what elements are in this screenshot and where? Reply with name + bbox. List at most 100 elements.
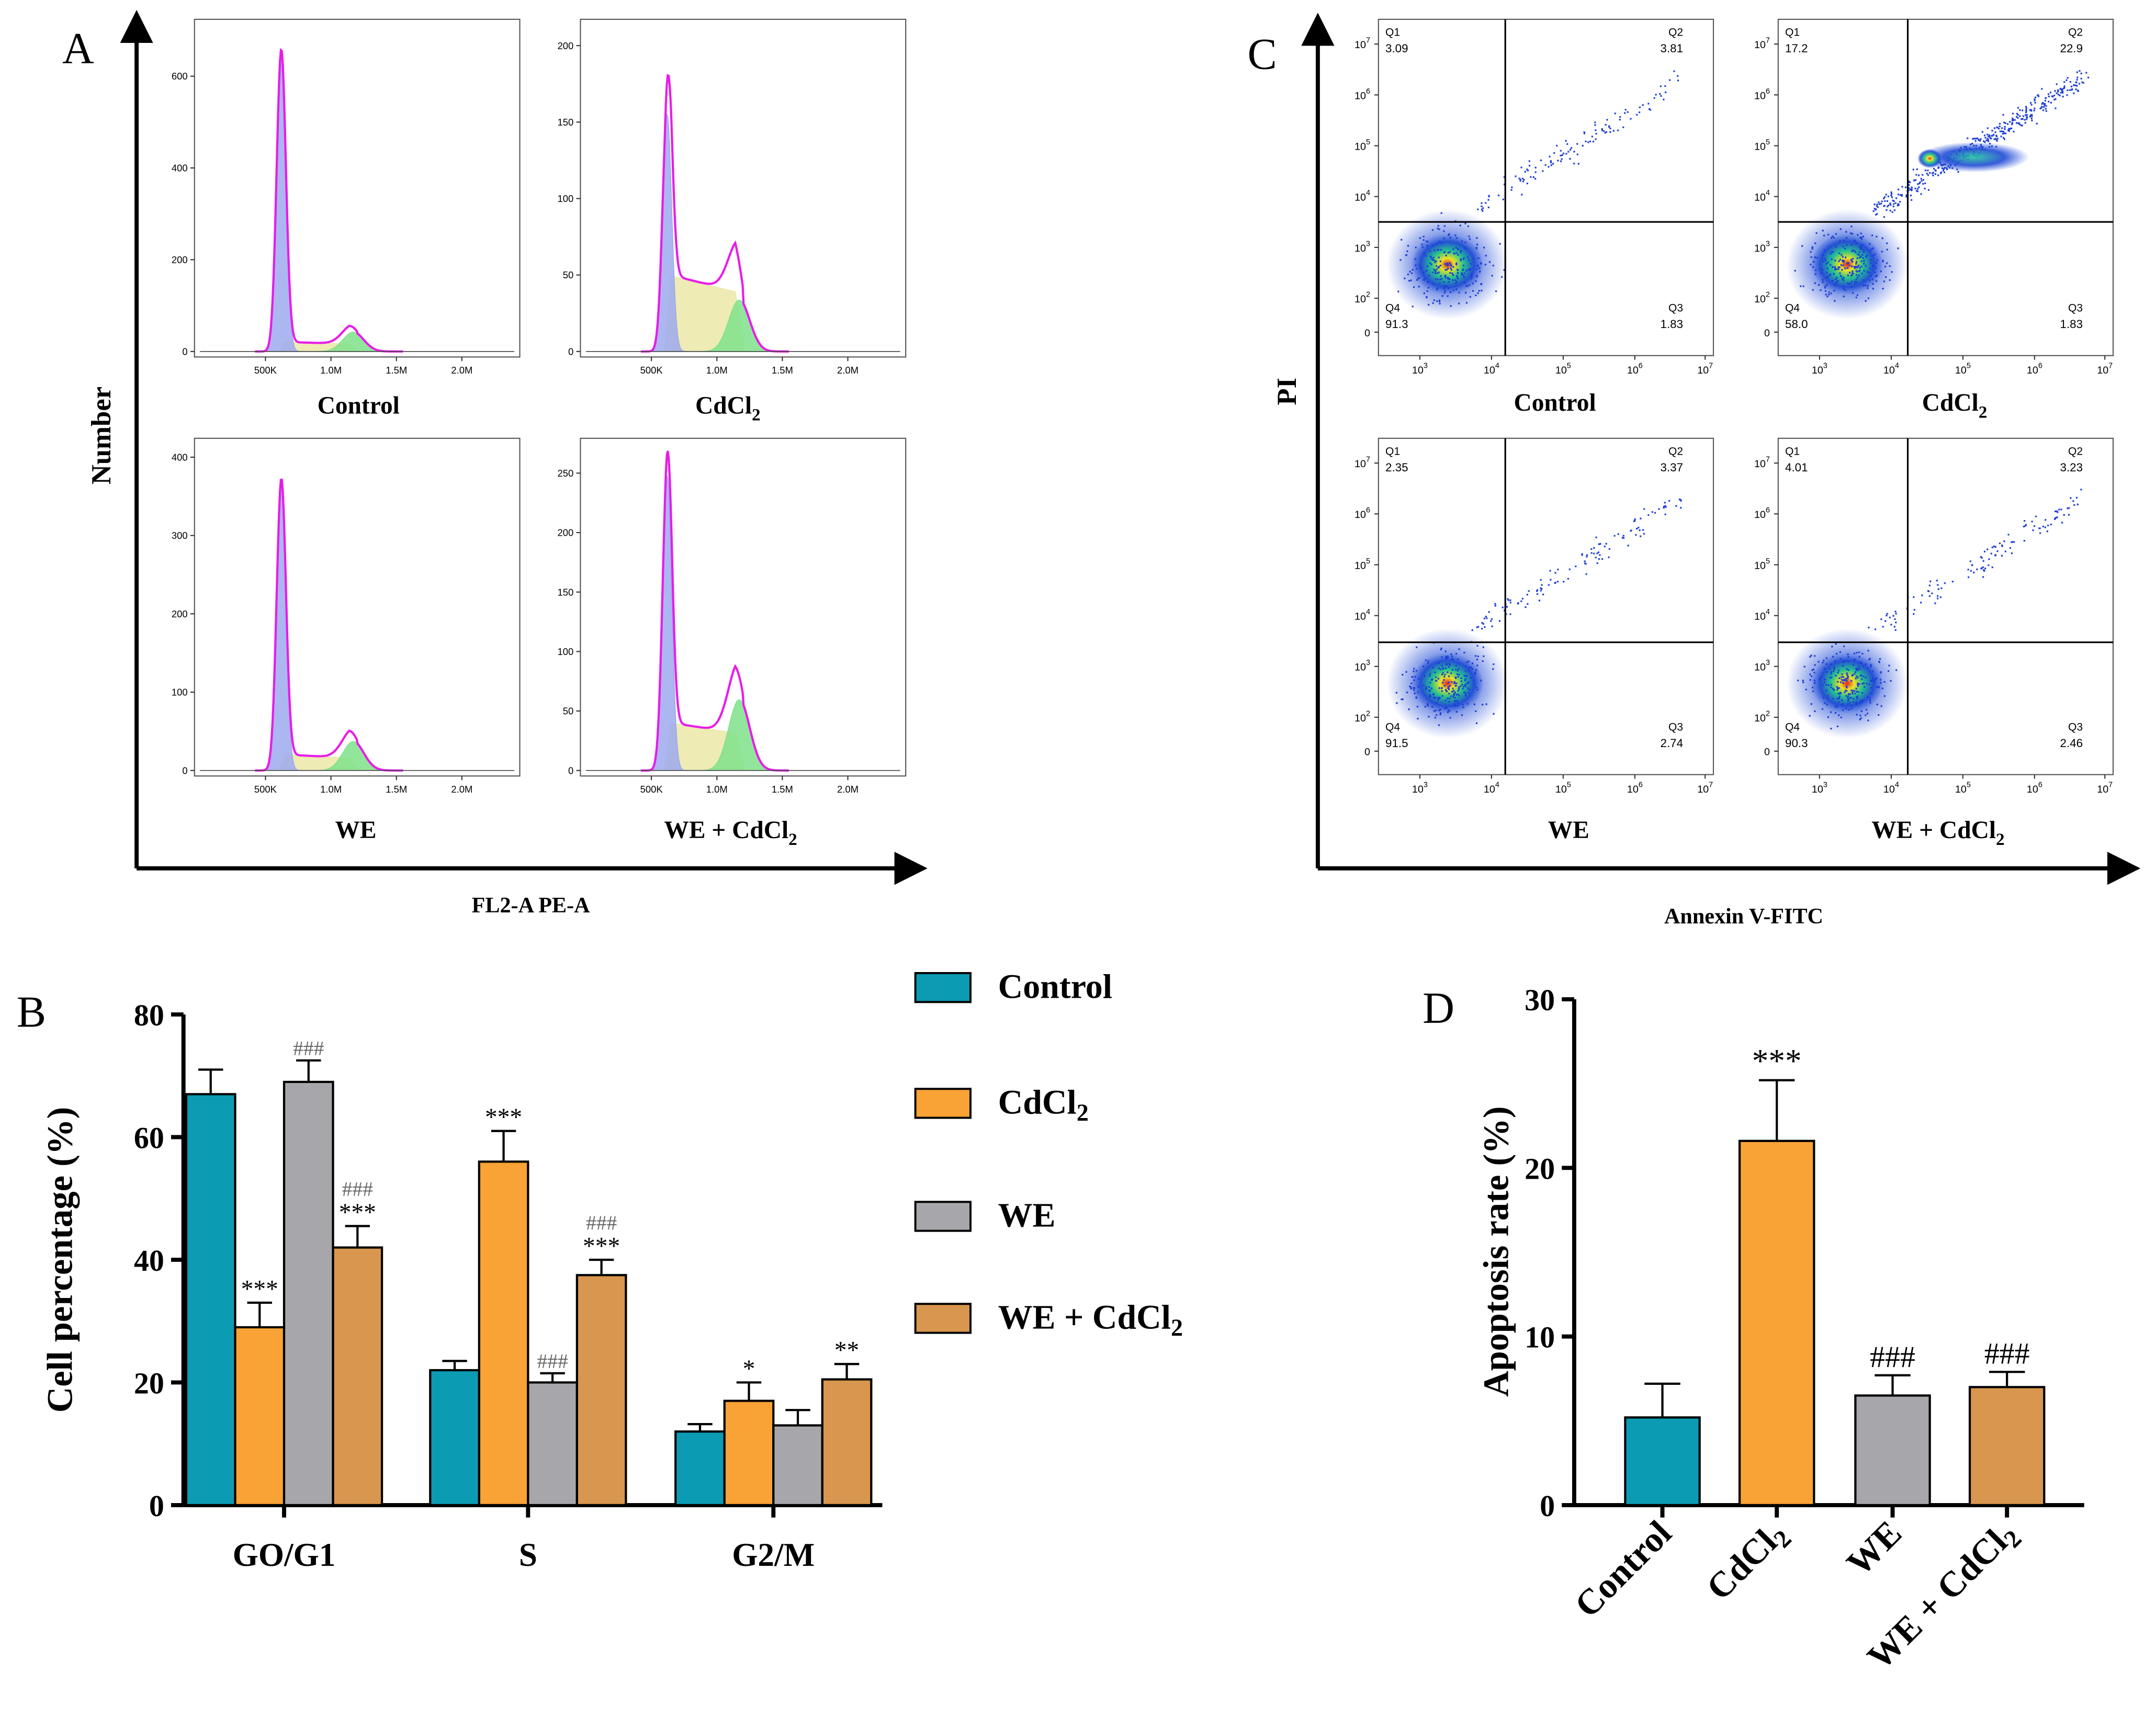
scatter-x-tick-exp: 3 <box>1823 781 1827 789</box>
panel-d-category-label-main: Control <box>1567 1513 1679 1625</box>
scatter-x-tick-exp: 5 <box>1567 781 1571 789</box>
histogram-x-tick-label: 2.0M <box>451 784 472 795</box>
scatter-x-tick-base: 10 <box>1955 365 1967 376</box>
scatter-quadrant-value: 17.2 <box>1785 42 1808 55</box>
panel-b-bar <box>332 1246 383 1507</box>
histogram-y-tick-label: 200 <box>172 254 188 265</box>
scatter-quadrant-name: Q3 <box>1668 302 1683 314</box>
panel-b-y-tick-label: 20 <box>134 1367 164 1401</box>
scatter-x-tick-exp: 4 <box>1895 362 1899 370</box>
scatter-y-tick-exp: 5 <box>1366 138 1370 146</box>
scatter-quadrant-value: 2.46 <box>2060 737 2083 750</box>
scatter-x-tick-base: 10 <box>1883 784 1895 795</box>
legend-label-1: Control <box>998 967 1112 1006</box>
panel-d-category-label: CdCl2 <box>1699 1513 1797 1611</box>
scatter-x-tick-label: 105 <box>1555 362 1571 376</box>
scatter-x-tick-label: 103 <box>1412 781 1428 795</box>
scatter-y-tick-label: 103 <box>1354 659 1370 673</box>
scatter-quadrant-name: Q1 <box>1385 26 1400 38</box>
scatter-y-tick-exp: 3 <box>1366 659 1370 667</box>
scatter-x-tick-exp: 5 <box>1967 781 1971 789</box>
scatter-y-tick-label: 103 <box>1754 240 1770 254</box>
histogram-y-tick-label: 400 <box>172 451 188 462</box>
scatter-y-tick-base: 0 <box>1364 747 1370 758</box>
histogram-x-tick-label: 2.0M <box>837 784 859 795</box>
scatter-y-tick-label: 104 <box>1354 189 1370 204</box>
scatter-x-tick-exp: 7 <box>1709 362 1713 370</box>
scatter-plot-label: Control <box>1514 389 1596 416</box>
scatter-plot-label: WE + CdCl2 <box>1871 817 2004 849</box>
scatter-quadrant-value: 22.9 <box>2060 42 2083 55</box>
scatter-y-tick-base: 10 <box>1754 662 1766 673</box>
scatter-quadrant-name: Q3 <box>1668 721 1683 733</box>
scatter-x-tick-base: 10 <box>1555 365 1567 376</box>
scatter-x-tick-label: 105 <box>1955 781 1971 795</box>
histogram-y-tick-label: 0 <box>182 765 187 776</box>
panel-b-hash-marker: ### <box>586 1211 617 1234</box>
scatter-y-tick-base: 10 <box>1754 39 1766 51</box>
scatter-y-tick-label: 106 <box>1354 506 1370 521</box>
panel-b-hash-marker: ### <box>342 1178 374 1201</box>
scatter-x-tick-base: 10 <box>1883 365 1895 376</box>
histogram-label-sub: 2 <box>752 405 761 425</box>
panel-b: B Cell percentage (%) 020406080GO/G1***#… <box>17 967 1183 1573</box>
scatter-quadrant-value: 91.5 <box>1385 737 1408 750</box>
histogram-y-tick-label: 200 <box>557 527 573 538</box>
panel-b-bar <box>429 1369 480 1507</box>
legend-swatch-1 <box>914 972 972 1003</box>
scatter-y-tick-label: 0 <box>1764 328 1770 339</box>
histogram-y-tick-label: 400 <box>172 163 188 174</box>
scatter-y-tick-exp: 6 <box>1366 87 1370 96</box>
scatter-quadrant-name: Q2 <box>2068 445 2083 457</box>
scatter-x-tick-label: 104 <box>1484 362 1499 376</box>
histogram-fit-line <box>255 478 403 772</box>
scatter-x-tick-exp: 6 <box>1639 362 1643 370</box>
histogram-x-tick-label: 500K <box>254 784 277 795</box>
histogram-label-sub: 2 <box>788 830 797 849</box>
scatter-y-tick-exp: 6 <box>1366 506 1370 515</box>
histogram-y-tick-label: 300 <box>172 530 188 541</box>
panel-b-significance-marker: *** <box>485 1104 522 1131</box>
histogram-x-tick-label: 2.0M <box>451 365 472 376</box>
scatter-y-tick-exp: 2 <box>1366 709 1370 718</box>
scatter-y-tick-base: 10 <box>1354 39 1366 51</box>
scatter-quadrant-name: Q1 <box>1785 445 1800 457</box>
scatter-y-tick-base: 10 <box>1354 509 1366 521</box>
panel-d-y-tick-label: 0 <box>1540 1489 1555 1523</box>
scatter-quadrant-name: Q1 <box>1385 445 1400 457</box>
panel-d-y-tick-label: 30 <box>1525 983 1555 1017</box>
scatter-x-tick-base: 10 <box>1955 784 1967 795</box>
histogram-label-main: Control <box>318 392 400 419</box>
panel-d-hash-marker: ### <box>1870 1340 1915 1374</box>
panel-b-category-label: S <box>519 1537 537 1573</box>
histogram-y-tick-label: 600 <box>172 71 188 82</box>
histogram-y-tick-label: 150 <box>557 117 573 128</box>
scatter-main-cluster <box>1412 653 1484 714</box>
scatter-x-tick-base: 10 <box>1697 365 1709 376</box>
scatter-x-tick-label: 107 <box>1697 362 1713 376</box>
panel-d-category-label: WE <box>1839 1513 1909 1583</box>
scatter-y-tick-base: 10 <box>1354 713 1366 724</box>
scatter-y-tick-base: 10 <box>1354 662 1366 673</box>
scatter-x-tick-base: 10 <box>1812 365 1823 376</box>
panel-b-bar <box>283 1080 334 1507</box>
scatter-y-tick-base: 10 <box>1354 192 1366 204</box>
scatter-y-tick-exp: 5 <box>1766 557 1770 566</box>
scatter-plot-label-main: WE + CdCl <box>1871 817 1996 844</box>
scatter-quadrant-name: Q3 <box>2068 302 2083 314</box>
panel-b-significance-marker: * <box>743 1356 755 1383</box>
scatter-plot-label-main: Control <box>1514 389 1596 416</box>
scatter-x-tick-exp: 4 <box>1495 781 1499 789</box>
panel-d: D Apoptosis rate (%) 0 10 20 30 Control *** Cd… <box>1423 983 2084 1677</box>
histogram-x-tick-label: 1.5M <box>772 784 793 795</box>
scatter-y-tick-exp: 2 <box>1766 709 1770 718</box>
scatter-x-tick-label: 104 <box>1883 362 1899 376</box>
scatter-y-tick-exp: 6 <box>1766 506 1770 515</box>
scatter-y-tick-label: 102 <box>1754 709 1770 724</box>
scatter-y-tick-base: 10 <box>1354 243 1366 254</box>
histogram-x-tick-label: 1.5M <box>386 365 407 376</box>
histogram-y-tick-label: 100 <box>557 646 573 657</box>
